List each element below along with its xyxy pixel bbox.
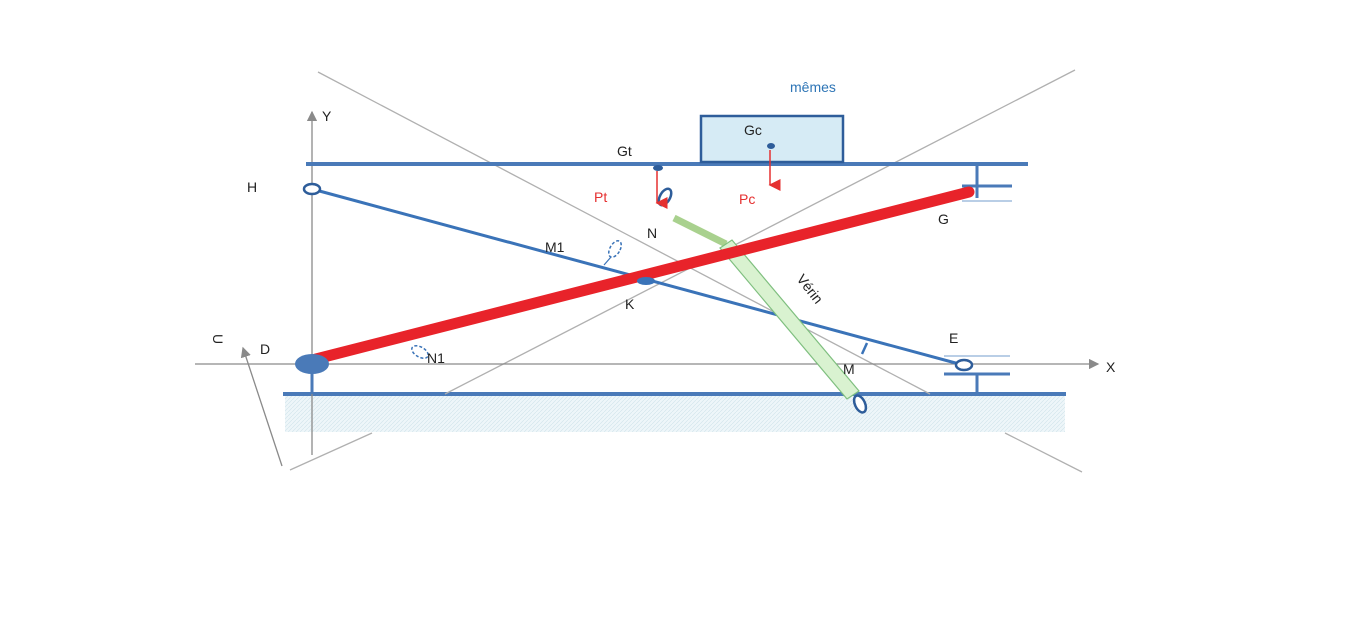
label-m1: M1 — [545, 239, 565, 255]
label-x: X — [1106, 359, 1116, 375]
guide-line-2 — [444, 69, 1076, 395]
joint-m — [852, 394, 868, 414]
label-e: E — [949, 330, 958, 346]
label-gc: Gc — [744, 122, 762, 138]
label-n1: N1 — [427, 350, 445, 366]
joint-e — [954, 358, 974, 372]
cylinder-body — [719, 239, 860, 400]
cylinder-rod — [672, 214, 728, 248]
label-u: U — [210, 334, 226, 344]
u-axis — [240, 346, 283, 467]
label-y: Y — [322, 108, 332, 124]
joint-m1-leader — [603, 256, 612, 266]
label-n: N — [647, 225, 657, 241]
joint-m1 — [608, 240, 622, 258]
label-m: M — [843, 361, 855, 377]
joint-h — [302, 182, 322, 196]
load-box — [699, 114, 845, 164]
ground-hatch — [285, 395, 1065, 432]
joint-d — [295, 354, 329, 374]
label-pt: Pt — [594, 189, 607, 205]
joint-n — [657, 187, 673, 207]
joint-n1 — [411, 345, 429, 359]
label-k: K — [625, 296, 635, 312]
label-d: D — [260, 341, 270, 357]
angle-mark — [860, 342, 869, 355]
guide-line-1 — [317, 71, 931, 395]
centroid-gc — [767, 143, 775, 149]
label-verin: Vérin — [794, 271, 827, 307]
guide-line-3 — [289, 432, 373, 471]
centroid-gt — [653, 165, 663, 171]
arm-d-g-highlight — [310, 186, 975, 365]
label-g: G — [938, 211, 949, 227]
label-pc: Pc — [739, 191, 755, 207]
label-h: H — [247, 179, 257, 195]
label-gt: Gt — [617, 143, 632, 159]
guide-line-4 — [1004, 432, 1083, 473]
label-memes: mêmes — [790, 79, 836, 95]
joint-k — [637, 277, 655, 285]
